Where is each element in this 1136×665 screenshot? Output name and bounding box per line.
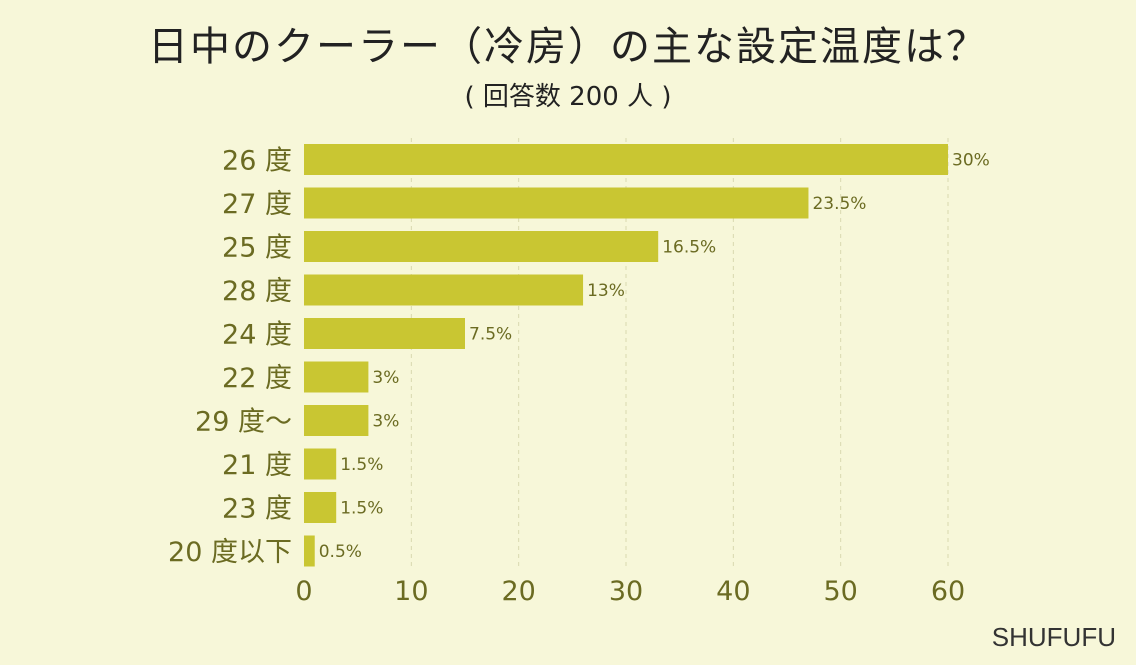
chart-subtitle: ( 回答数 200 人 ) <box>464 82 672 112</box>
bar <box>304 448 337 480</box>
category-label: 25 度 <box>222 233 292 264</box>
value-label: 3% <box>372 368 399 388</box>
x-tick-label: 30 <box>609 576 643 607</box>
x-tick-label: 20 <box>501 576 535 607</box>
category-label: 22 度 <box>222 363 292 394</box>
value-label: 30% <box>952 151 990 171</box>
value-label: 7.5% <box>469 325 512 345</box>
category-label: 21 度 <box>222 450 292 481</box>
bar <box>304 274 584 306</box>
x-tick-label: 10 <box>394 576 428 607</box>
value-label: 1.5% <box>340 455 383 475</box>
category-label: 27 度 <box>222 189 292 220</box>
bar <box>304 187 809 219</box>
value-label: 3% <box>372 412 399 432</box>
x-tick-label: 0 <box>295 576 312 607</box>
x-tick-label: 40 <box>716 576 750 607</box>
chart-title: 日中のクーラー（冷房）の主な設定温度は？ <box>148 24 988 70</box>
bar <box>304 405 369 436</box>
category-label: 26 度 <box>222 146 292 177</box>
bar <box>304 144 948 175</box>
category-label: 24 度 <box>222 320 292 351</box>
brand-logo-text: SHUFUFU <box>991 622 1116 652</box>
bar <box>304 535 315 567</box>
bar <box>304 361 369 393</box>
value-label: 16.5% <box>662 238 716 258</box>
value-label: 1.5% <box>340 499 383 519</box>
category-label: 29 度～ <box>195 407 292 438</box>
category-label: 20 度以下 <box>168 537 292 568</box>
value-label: 13% <box>587 281 625 301</box>
value-label: 0.5% <box>319 542 362 562</box>
category-label: 23 度 <box>222 494 292 525</box>
x-tick-label: 60 <box>931 576 965 607</box>
category-label: 28 度 <box>222 276 292 307</box>
value-label: 23.5% <box>812 194 866 214</box>
bar <box>304 492 337 523</box>
x-tick-label: 50 <box>823 576 857 607</box>
bar <box>304 318 465 349</box>
bar <box>304 231 659 262</box>
